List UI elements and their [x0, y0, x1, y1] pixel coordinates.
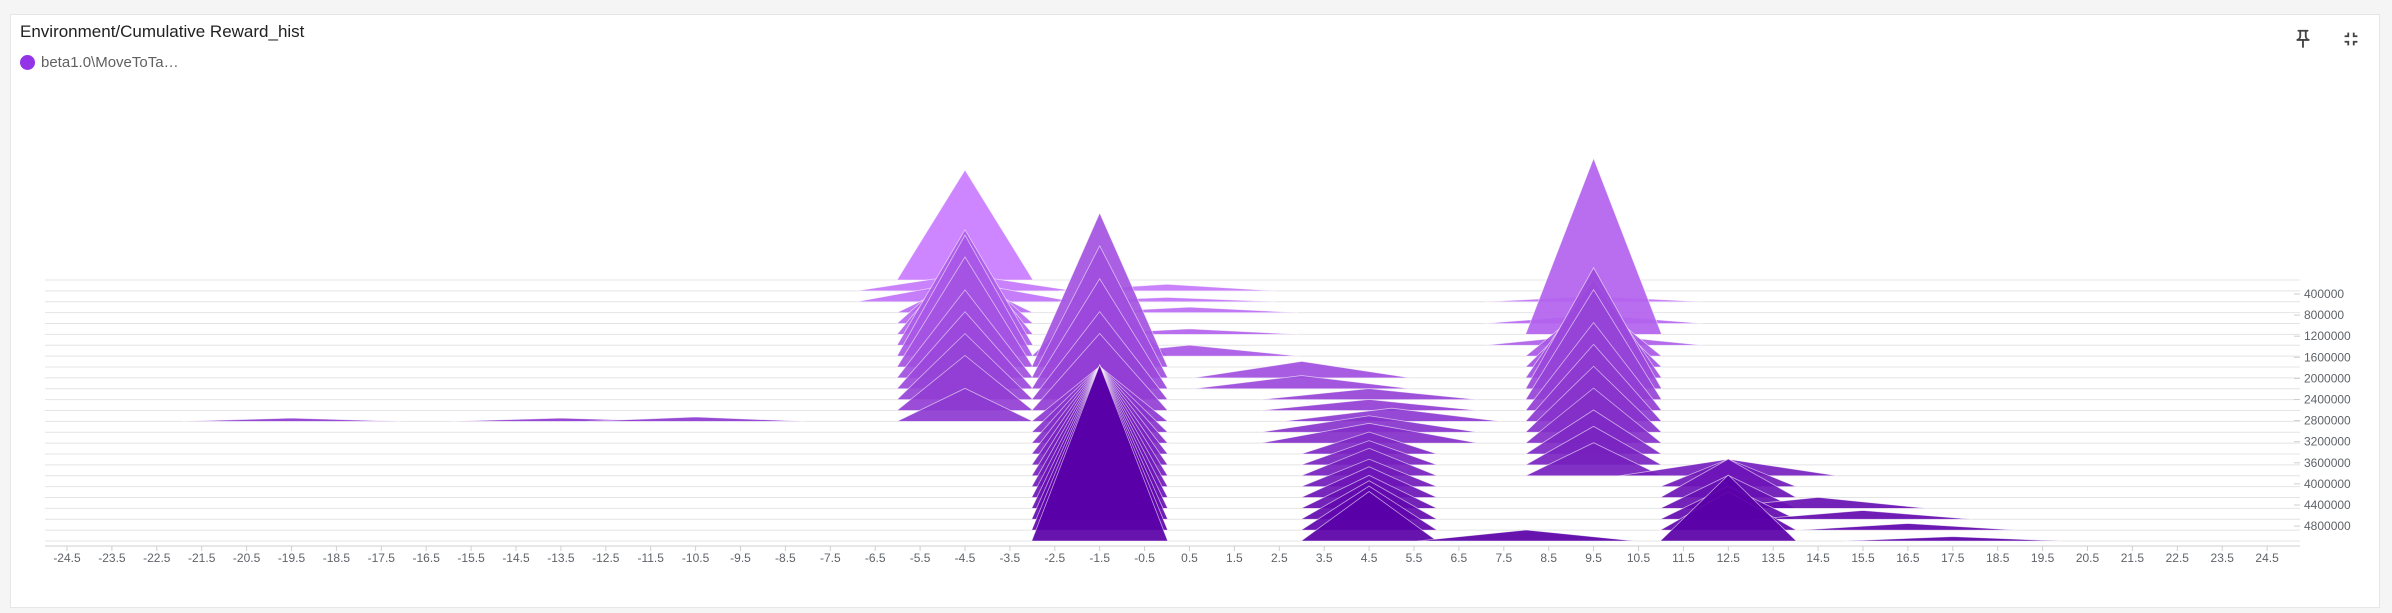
- legend-swatch: [20, 55, 35, 70]
- x-tick-label: 6.5: [1451, 551, 1468, 565]
- collapse-icon: [2344, 32, 2358, 46]
- x-tick-label: 19.5: [2031, 551, 2055, 565]
- y-axis: 400000 800000 1200000 1600000 2000000 2400000…: [2294, 287, 2351, 533]
- x-tick-label: -7.5: [820, 551, 841, 565]
- x-tick-label: -4.5: [955, 551, 976, 565]
- x-tick-label: -16.5: [413, 551, 441, 565]
- chart-title: Environment/Cumulative Reward_hist: [20, 22, 305, 41]
- x-tick-label: -24.5: [53, 551, 81, 565]
- x-tick-label: -10.5: [682, 551, 710, 565]
- y-tick-label: 4800000: [2304, 519, 2351, 533]
- x-tick-label: 21.5: [2121, 551, 2145, 565]
- x-tick-label: 22.5: [2166, 551, 2190, 565]
- y-tick-label: 1600000: [2304, 350, 2351, 364]
- y-tick-label: 2800000: [2304, 414, 2351, 428]
- histogram-peak: [182, 417, 401, 422]
- x-tick-label: 5.5: [1406, 551, 1423, 565]
- x-axis: -24.5 -23.5 -22.5 -21.5 -20.5 -19.5 -18.5 -17.5…: [45, 545, 2300, 565]
- y-tick-label: 1200000: [2304, 329, 2351, 343]
- x-tick-label: -5.5: [910, 551, 931, 565]
- x-tick-label: -20.5: [233, 551, 261, 565]
- histogram-peak: [1799, 523, 2017, 531]
- x-tick-label: -22.5: [143, 551, 171, 565]
- x-tick-label: 4.5: [1361, 551, 1378, 565]
- histogram-peak: [1417, 529, 1636, 542]
- x-tick-label: 8.5: [1540, 551, 1557, 565]
- histogram-slices: [182, 157, 2062, 542]
- x-tick-label: -0.5: [1134, 551, 1155, 565]
- y-tick-label: 3200000: [2304, 435, 2351, 449]
- histogram-peak: [1299, 491, 1439, 542]
- pin-button[interactable]: [2286, 22, 2320, 56]
- x-tick-label: 0.5: [1181, 551, 1198, 565]
- x-tick-label: 2.5: [1271, 551, 1288, 565]
- y-tick-label: 4000000: [2304, 477, 2351, 491]
- x-tick-label: 17.5: [1941, 551, 1965, 565]
- x-tick-label: 14.5: [1806, 551, 1830, 565]
- histogram-peak: [1754, 510, 1972, 520]
- y-tick-label: 2000000: [2304, 371, 2351, 385]
- y-tick-label: 3600000: [2304, 456, 2351, 470]
- baseline-lines: [45, 279, 2300, 542]
- x-tick-label: -3.5: [1000, 551, 1021, 565]
- histogram-peak: [1031, 363, 1169, 542]
- x-tick-label: 10.5: [1627, 551, 1651, 565]
- x-tick-label: -9.5: [730, 551, 751, 565]
- x-tick-label: 23.5: [2211, 551, 2235, 565]
- y-tick-label: 400000: [2304, 287, 2344, 301]
- x-tick-label: 20.5: [2076, 551, 2100, 565]
- x-tick-label: 18.5: [1986, 551, 2010, 565]
- x-tick-label: -8.5: [775, 551, 796, 565]
- histogram-peak: [586, 416, 805, 422]
- histogram-peak: [1843, 536, 2062, 542]
- x-tick-label: -23.5: [98, 551, 126, 565]
- x-tick-label: -21.5: [188, 551, 216, 565]
- histogram-peak: [1659, 474, 1798, 542]
- x-tick-label: -11.5: [637, 551, 664, 565]
- x-tick-label: 24.5: [2255, 551, 2279, 565]
- x-tick-label: 15.5: [1851, 551, 1875, 565]
- histogram-peak: [1260, 388, 1478, 401]
- x-tick-label: -17.5: [368, 551, 396, 565]
- x-tick-label: -2.5: [1044, 551, 1065, 565]
- x-tick-label: -12.5: [592, 551, 620, 565]
- x-tick-label: -18.5: [323, 551, 351, 565]
- x-tick-label: 16.5: [1896, 551, 1920, 565]
- x-tick-label: -6.5: [865, 551, 886, 565]
- x-tick-label: -15.5: [457, 551, 485, 565]
- histogram-peak: [896, 387, 1034, 422]
- x-tick-label: 1.5: [1226, 551, 1243, 565]
- x-tick-label: 3.5: [1316, 551, 1333, 565]
- legend: beta1.0\MoveToTa…: [20, 54, 179, 71]
- x-tick-label: 13.5: [1762, 551, 1786, 565]
- histogram-slice: [1031, 363, 2062, 542]
- x-tick-label: -14.5: [502, 551, 530, 565]
- x-tick-label: -19.5: [278, 551, 306, 565]
- y-tick-label: 2400000: [2304, 393, 2351, 407]
- y-tick-label: 800000: [2304, 308, 2344, 322]
- histogram-peak: [1192, 375, 1411, 390]
- x-tick-label: 12.5: [1717, 551, 1741, 565]
- histogram-peak: [1525, 442, 1662, 477]
- x-tick-label: -1.5: [1089, 551, 1110, 565]
- x-tick-label: -13.5: [547, 551, 575, 565]
- x-tick-label: 9.5: [1585, 551, 1602, 565]
- legend-label: beta1.0\MoveToTa…: [41, 54, 179, 71]
- collapse-button[interactable]: [2334, 22, 2368, 56]
- pin-icon: [2296, 29, 2310, 49]
- x-tick-label: 7.5: [1495, 551, 1512, 565]
- x-tick-label: 11.5: [1672, 551, 1695, 565]
- histogram-peak: [1260, 399, 1478, 411]
- y-tick-label: 4400000: [2304, 498, 2351, 512]
